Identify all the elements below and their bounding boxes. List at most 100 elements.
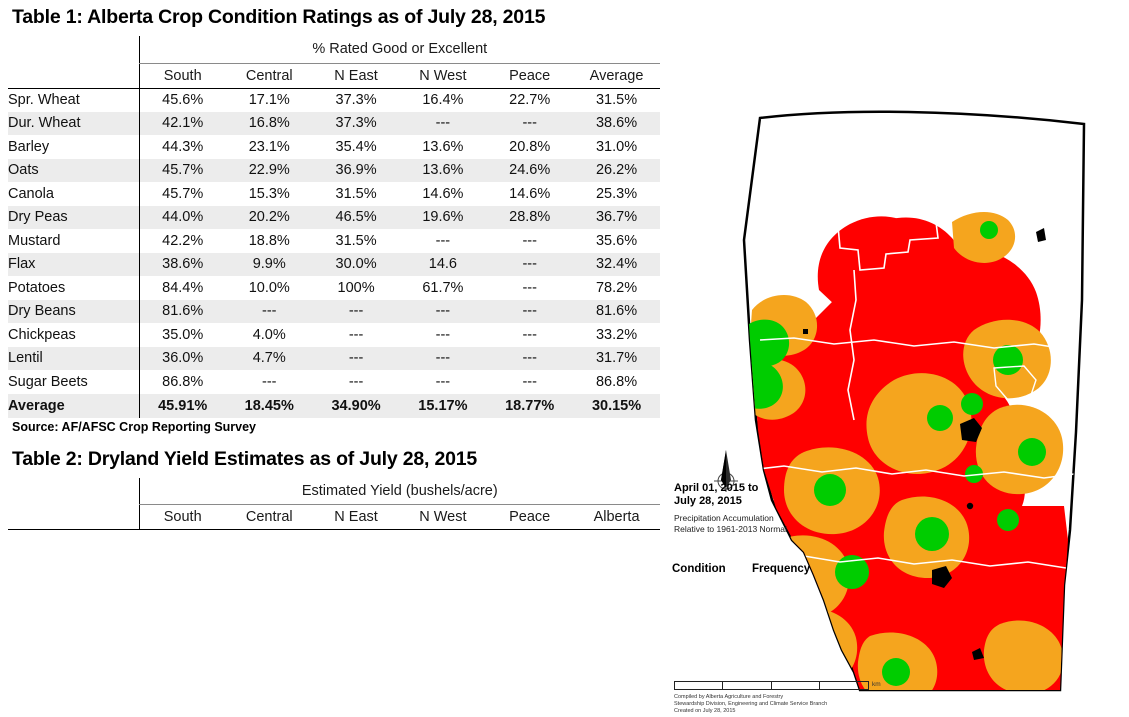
data-cell: --- — [262, 373, 277, 390]
row-label: Sugar Beets — [8, 370, 140, 394]
table1-row: Dry Beans 81.6% --- --- --- --- 81.6% — [8, 299, 660, 323]
tables-panel: Table 1: Alberta Crop Condition Ratings … — [8, 6, 660, 530]
table1-row: Oats 45.7% 22.9% 36.9% 13.6% 24.6% 26.2% — [8, 158, 660, 182]
data-cell: 35.4% — [335, 138, 377, 155]
data-cell: --- — [522, 115, 537, 132]
grande-prairie-city-marker — [803, 329, 808, 334]
lake-boundary — [993, 365, 1037, 401]
region-divider — [847, 269, 857, 421]
edmonton-city-marker — [960, 418, 982, 442]
fort-mcmurray-city-marker — [1036, 228, 1046, 242]
row-label: Barley — [8, 135, 140, 159]
data-cell: 18.45% — [244, 397, 294, 414]
precip-zone-near — [997, 509, 1019, 531]
data-cell: 30.0% — [335, 256, 377, 273]
data-cell: 13.6% — [422, 138, 464, 155]
data-cell: --- — [348, 350, 364, 367]
map-date-range: April 01, 2015 to July 28, 2015 — [674, 482, 758, 508]
row-label: Chickpeas — [8, 323, 140, 347]
data-cell: 14.6% — [422, 185, 464, 202]
precip-zone-near — [814, 474, 846, 506]
central-southern-divider — [767, 555, 1067, 569]
row-label: Spr. Wheat — [8, 88, 140, 112]
precip-zone-near — [915, 517, 949, 551]
table2-title: Table 2: Dryland Yield Estimates as of J… — [12, 447, 478, 470]
table2-span-header: Estimated Yield (bushels/acre) — [138, 477, 660, 505]
data-cell: --- — [435, 350, 451, 367]
precip-zone-near — [980, 221, 998, 239]
precip-zone-near — [993, 345, 1023, 375]
data-cell: 31.5% — [335, 185, 377, 202]
data-cell: --- — [348, 373, 364, 390]
table1-average-row: Average 45.91% 18.45% 34.90% 15.17% 18.77% 30.… — [8, 393, 660, 418]
data-cell: 84.4% — [162, 279, 204, 296]
calgary-city-marker — [932, 566, 952, 588]
table1-head: % Rated Good or Excellent South Central … — [8, 36, 660, 89]
data-cell: 15.3% — [248, 185, 290, 202]
table1-span-header: % Rated Good or Excellent — [138, 36, 660, 64]
table1-row: Barley 44.3% 23.1% 35.4% 13.6% 20.8% 31.0% — [8, 135, 660, 159]
medicine-hat-city-marker — [1090, 614, 1102, 628]
data-cell: 38.6% — [162, 256, 204, 273]
data-cell: 32.4% — [595, 256, 638, 273]
row-label: Lentil — [8, 346, 140, 370]
table1-title: Table 1: Alberta Crop Condition Ratings … — [12, 6, 546, 28]
data-cell: 45.6% — [162, 92, 204, 108]
scale-tick-labels — [674, 672, 879, 681]
map-credit: Compiled by Alberta Agriculture and Fore… — [674, 694, 827, 715]
data-cell: 17.1% — [248, 92, 290, 108]
table2-span-header-row: Estimated Yield (bushels/acre) — [8, 477, 660, 505]
scale-unit-label: km — [872, 681, 881, 688]
row-label: Mustard — [8, 229, 140, 253]
data-cell: 100% — [337, 279, 375, 296]
data-cell: 31.7% — [595, 350, 638, 367]
map-legend: Condition Frequency — [672, 563, 902, 578]
data-cell: 28.8% — [509, 209, 551, 226]
precip-zone-below — [866, 373, 972, 475]
row-label: Potatoes — [8, 276, 140, 300]
table1-row: Spr. Wheat 45.6% 17.1% 37.3% 16.4% 22.7% 31.5% — [8, 88, 660, 112]
data-cell: 24.6% — [509, 162, 551, 179]
precipitation-map-panel: April 01, 2015 to July 28, 2015 Precipit… — [664, 0, 1129, 717]
row-label: Average — [8, 393, 140, 418]
north-arrow-icon — [714, 450, 738, 492]
data-cell: --- — [522, 256, 537, 273]
table1-col-nwest: N West — [399, 63, 487, 89]
table1-col-peace: Peace — [486, 63, 574, 89]
park-boundary — [837, 175, 953, 271]
data-cell: 31.0% — [595, 138, 638, 155]
data-cell: 35.0% — [162, 326, 204, 343]
row-label: Dur. Wheat — [8, 111, 140, 135]
map-description: Precipitation Accumulation Relative to 1… — [674, 513, 787, 535]
data-cell: 22.7% — [509, 92, 551, 108]
data-cell: 78.2% — [595, 279, 638, 296]
data-cell: 44.3% — [162, 138, 204, 155]
red-deer-city-marker — [966, 502, 974, 510]
row-label: Flax — [8, 252, 140, 276]
data-cell: 10.0% — [248, 279, 290, 296]
lethbridge-city-marker — [972, 648, 984, 660]
precip-zone-near — [835, 555, 869, 589]
table1-row: Sugar Beets 86.8% --- --- --- --- 86.8% — [8, 370, 660, 394]
data-cell: 9.9% — [252, 256, 286, 273]
table1-span-header-row: % Rated Good or Excellent — [8, 36, 660, 64]
table1-row: Dur. Wheat 42.1% 16.8% 37.3% --- --- 38.6% — [8, 111, 660, 135]
crop-condition-table: % Rated Good or Excellent South Central … — [8, 36, 660, 418]
data-cell: 36.9% — [335, 162, 377, 179]
spacer-cell — [8, 477, 140, 505]
data-cell: 4.7% — [252, 350, 286, 367]
precip-zone-near — [772, 610, 792, 630]
table1-col-south: South — [138, 63, 226, 89]
table2-col-peace: Peace — [486, 504, 574, 530]
northern-central-divider — [749, 465, 1075, 479]
alberta-precipitation-map — [742, 110, 1102, 692]
peace-northern-divider — [759, 337, 1073, 351]
table1-col-average: Average — [573, 63, 660, 89]
data-cell: 18.8% — [248, 232, 290, 249]
date-line-1: April 01, 2015 to — [674, 482, 759, 494]
data-cell: 25.3% — [595, 185, 638, 202]
data-cell: 4.0% — [252, 326, 286, 343]
data-cell: 81.6% — [162, 303, 204, 320]
precip-zone-near — [961, 393, 983, 415]
table2-col-south: South — [138, 504, 226, 530]
